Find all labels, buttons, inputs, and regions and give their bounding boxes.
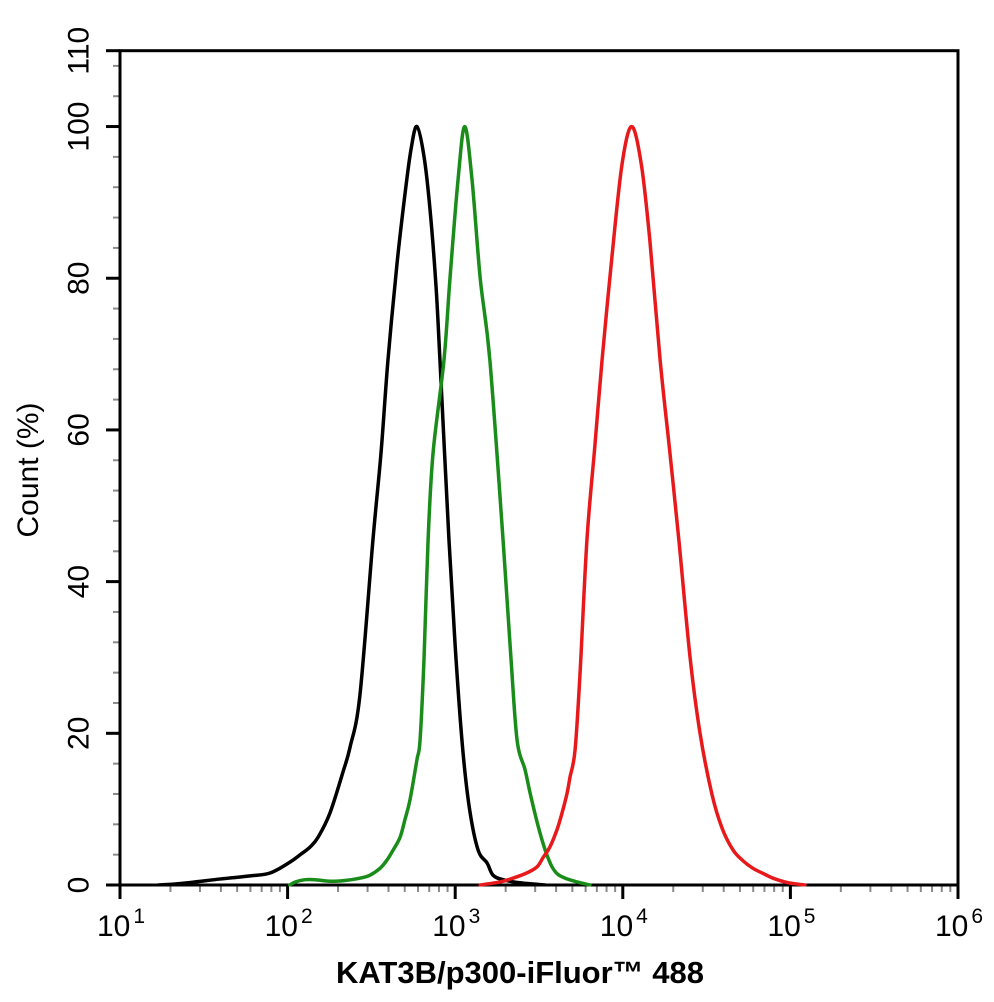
plot-box — [118, 49, 960, 887]
x-tick-label: 10 6 — [935, 905, 983, 943]
curve-red — [478, 124, 807, 887]
y-tick-label: 60 — [63, 413, 96, 446]
x-tick-label: 10 4 — [600, 905, 648, 943]
y-tick-label: 80 — [63, 262, 96, 295]
x-tick-label: 10 2 — [265, 905, 313, 943]
y-axis-title: Count (%) — [12, 402, 45, 537]
curve-black — [156, 124, 547, 887]
x-axis-title: KAT3B/p300-iFluor™ 488 — [336, 955, 704, 990]
y-tick-label: 0 — [63, 877, 96, 894]
curves — [156, 124, 807, 887]
y-tick-label: 20 — [63, 717, 96, 750]
y-tick-label: 110 — [63, 27, 96, 75]
x-tick-labels: 10 1 10 2 10 3 10 4 10 5 10 6 — [97, 905, 983, 943]
x-tick-label: 10 3 — [432, 905, 480, 943]
x-axis-ticks — [118, 885, 960, 899]
x-tick-label: 10 5 — [767, 905, 815, 943]
x-tick-label: 10 1 — [97, 905, 145, 943]
y-tick-label: 100 — [63, 102, 96, 152]
curve-green — [288, 124, 592, 887]
y-tick-label: 40 — [63, 565, 96, 598]
y-axis-ticks — [106, 49, 120, 887]
y-tick-labels: 0 20 40 60 80 100 110 — [63, 27, 96, 894]
